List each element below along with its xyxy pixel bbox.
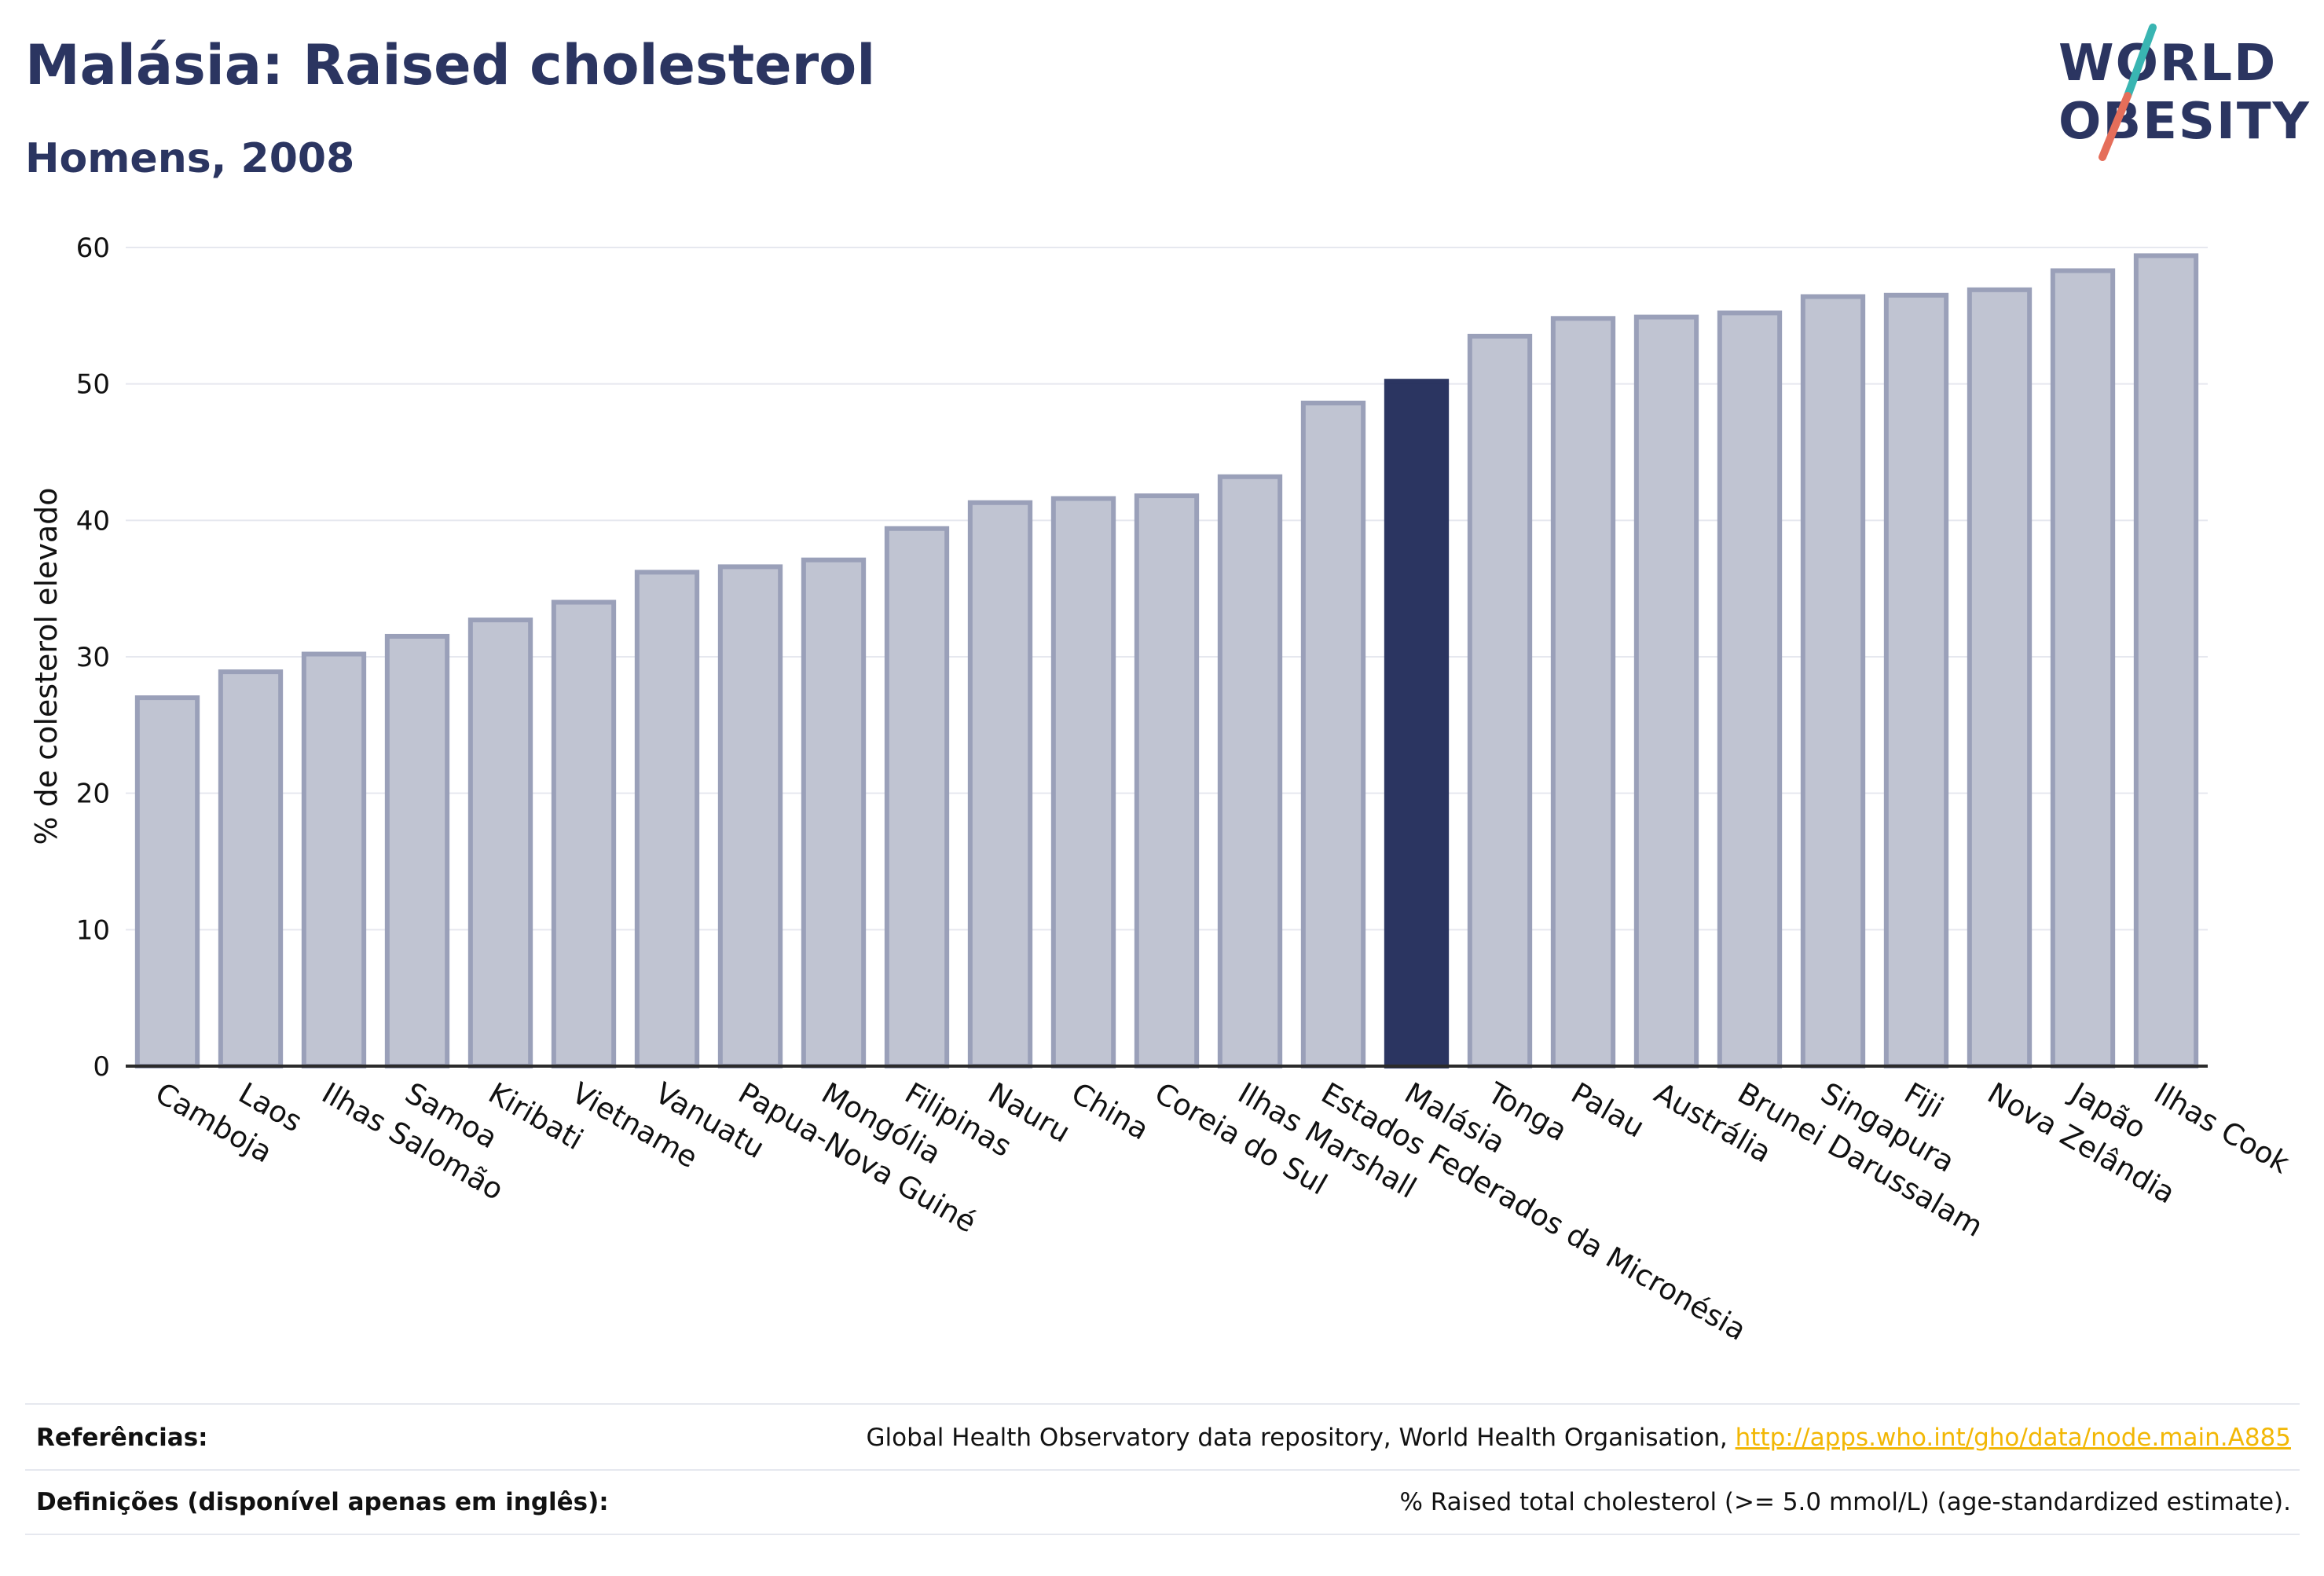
logo-text-obesity: OBESITY (2058, 93, 2310, 151)
x-tick-label: China (1066, 1076, 1155, 1147)
bar (301, 651, 367, 1068)
references-label: Referências: (36, 1424, 208, 1452)
bar (1300, 400, 1366, 1068)
bar (1217, 474, 1283, 1068)
x-tick-label: Kiribati (483, 1076, 589, 1157)
y-tick-label: 0 (93, 1051, 110, 1083)
bar (1967, 287, 2033, 1068)
x-tick-label: Fiji (1899, 1076, 1949, 1125)
bar (1717, 310, 1783, 1068)
bar-layer (134, 253, 2199, 1069)
definitions-value: % Raised total cholesterol (>= 5.0 mmol/… (1399, 1488, 2291, 1516)
references-value: Global Health Observatory data repositor… (867, 1424, 2291, 1452)
references-link[interactable]: http://apps.who.int/gho/data/node.main.A… (1735, 1424, 2291, 1452)
y-axis-label: % de colesterol elevado (29, 487, 64, 845)
bar (551, 599, 617, 1068)
logo-text-world: WORLD (2058, 35, 2277, 93)
bar (1134, 493, 1200, 1068)
y-tick-label: 60 (76, 233, 110, 264)
y-tick-label: 10 (76, 914, 110, 946)
references-text: Global Health Observatory data repositor… (866, 1424, 1736, 1452)
bar (1384, 379, 1450, 1068)
bar (467, 618, 533, 1068)
bar (2133, 253, 2199, 1068)
world-obesity-logo: WORLD OBESITY (2058, 24, 2310, 161)
bar (1883, 292, 1949, 1068)
bar (717, 564, 783, 1068)
logo-slash-top (2124, 24, 2157, 100)
y-tick-label: 40 (76, 505, 110, 537)
y-tick-label: 30 (76, 642, 110, 673)
bar (1633, 314, 1699, 1068)
bar (134, 695, 200, 1068)
bar (1050, 496, 1116, 1068)
footer-divider-top (25, 1403, 2300, 1405)
x-tick-label: Palau (1566, 1076, 1651, 1145)
y-tick-label: 20 (76, 779, 110, 810)
bar (2050, 268, 2116, 1069)
bar (384, 633, 450, 1068)
footer-divider-bottom (25, 1534, 2300, 1535)
bar (801, 557, 867, 1068)
page-title: Malásia: Raised cholesterol (25, 33, 876, 97)
bar (218, 669, 284, 1068)
page-subtitle: Homens, 2008 (25, 135, 355, 182)
logo-slash-bottom (2099, 92, 2132, 161)
x-tick-label: Ilhas Cook (2149, 1076, 2296, 1181)
bar (884, 526, 950, 1068)
bar (1550, 316, 1616, 1069)
bar (634, 570, 700, 1068)
bar (1800, 294, 1866, 1068)
bar (967, 500, 1033, 1068)
footer-divider-middle (25, 1469, 2300, 1471)
definitions-label: Definições (disponível apenas em inglês)… (36, 1488, 609, 1516)
y-tick-label: 50 (76, 369, 110, 401)
bar (1467, 333, 1533, 1068)
